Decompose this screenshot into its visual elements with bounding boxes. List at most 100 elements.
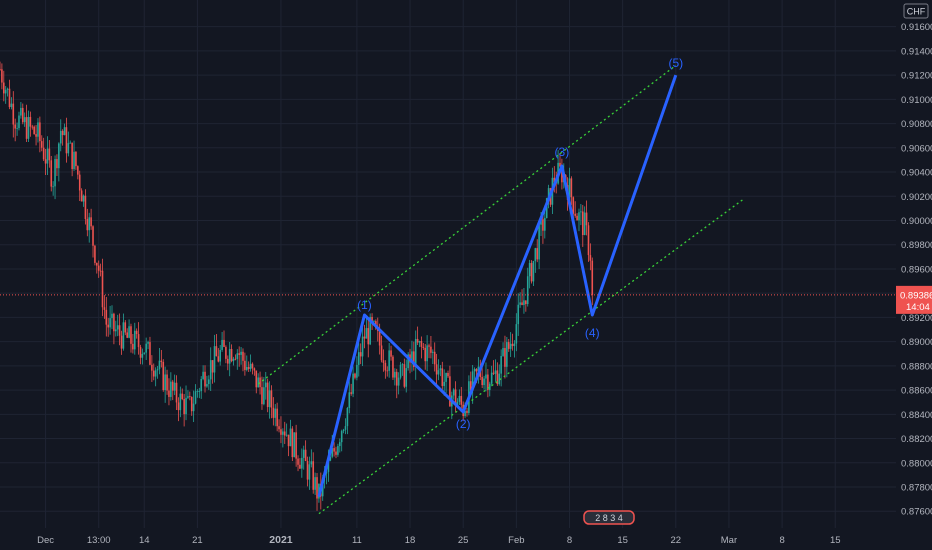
candle [137,322,140,355]
candle [118,313,121,346]
candle [132,333,134,354]
candle-body [221,339,223,350]
candle-body [29,116,32,127]
candle [234,354,237,361]
candle-body [517,304,520,325]
candle-body [580,211,582,213]
candle-body [71,142,73,170]
candle-body [133,330,136,350]
candle-body [515,324,518,344]
candle-body [52,186,54,188]
candle-body [107,324,110,328]
candle-body [492,372,495,374]
candle [278,419,280,433]
candle-body [97,265,100,271]
candle-body [494,370,497,374]
candle-body [525,300,527,305]
candle [185,385,187,421]
candle [107,318,110,337]
candle [388,343,390,378]
candle-body [413,351,415,367]
currency-label: CHF [907,7,926,17]
candle-body [371,316,373,322]
candle [268,381,271,419]
candle-body [141,353,144,358]
time-axis-ticks: Dec 13:00 14 21 2021 11 18 25 Feb 8 15 22 Mar 8 15 [37,534,840,546]
candle-body [460,395,463,405]
candle [348,379,351,414]
candle-body [587,225,590,256]
candle [483,375,485,390]
candle [261,376,263,410]
candle [217,348,220,363]
candle [29,111,32,137]
candle-body [99,270,102,272]
candle [356,356,358,381]
time-tick-label: 18 [405,535,416,546]
candle-body [126,332,128,338]
candle-body [209,360,212,380]
candle-body [78,174,81,191]
candle-body [232,358,235,362]
candle [354,372,356,380]
candle [538,219,540,270]
candle [226,355,229,371]
candle [401,363,404,376]
price-axis[interactable] [896,0,932,550]
candle-body [179,393,182,411]
candle-body [365,328,368,339]
candle-body [295,432,297,459]
channel-lower-line [318,198,745,515]
candle-body [291,428,294,458]
candle-body [244,360,246,370]
candle-body [477,366,480,372]
candle [238,346,240,367]
candle-body [373,321,375,322]
candle [382,349,385,372]
candle-body [236,353,239,359]
price-tick-label: 0.91000 [901,95,932,106]
candle-body [37,122,39,137]
candle-body [310,461,313,465]
candle [432,349,434,365]
candle-body [228,349,231,364]
candle [576,213,578,221]
candle-body [327,460,330,472]
candle [88,212,91,243]
candle [420,336,423,359]
candle [583,206,586,236]
candle-body [568,178,571,200]
price-tick-label: 0.88400 [901,410,932,421]
candle-body [386,370,389,372]
candle [392,355,394,380]
candle-body [308,464,311,480]
candle [39,116,41,153]
candle-body [145,343,147,353]
price-tick-label: 0.91600 [901,22,932,33]
candle-body [354,373,356,378]
candle-body [48,148,51,161]
candle-body [316,477,318,499]
candle [299,458,301,469]
candle [10,97,13,110]
candle-body [158,360,161,370]
candle [282,428,284,448]
candle-body [445,372,447,382]
candle [308,456,311,490]
time-tick-label: 2021 [269,534,293,546]
candle-body [162,361,165,391]
candle-body [192,403,195,412]
candle-body [369,316,371,345]
time-tick-label: Dec [37,535,54,546]
candle-body [187,396,189,398]
candle-body [342,429,345,432]
candle-body [589,255,592,261]
candle [454,381,457,413]
candle [164,366,166,403]
candle [380,335,383,363]
candle-body [583,212,586,236]
candle [179,386,182,418]
events-badge[interactable]: 2 8 3 4 [583,510,635,525]
candle [500,349,502,387]
